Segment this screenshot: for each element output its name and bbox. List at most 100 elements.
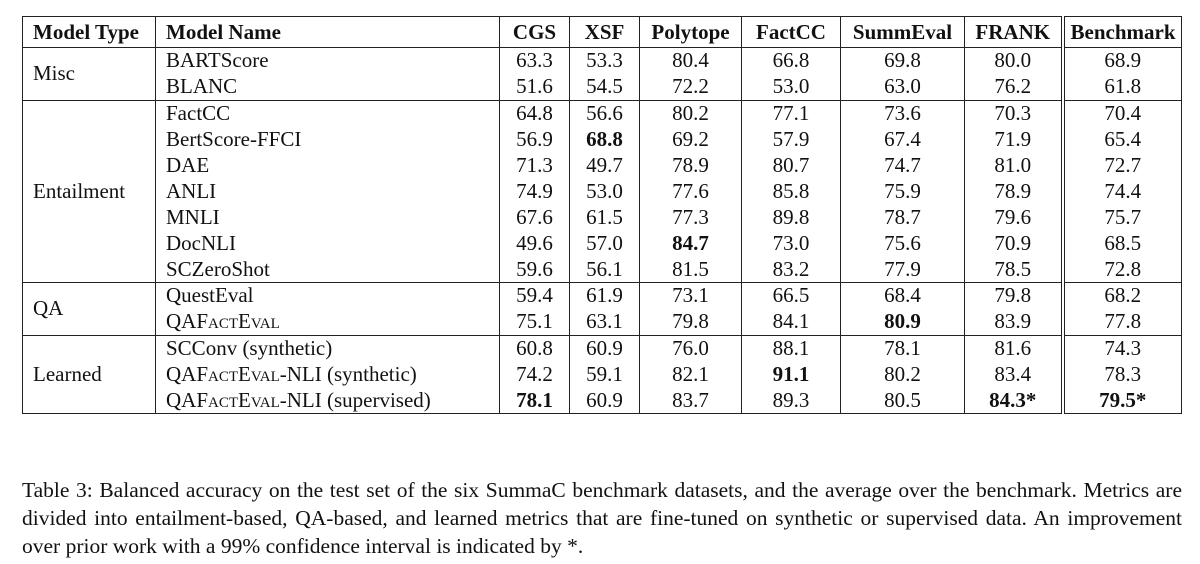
model-name-cell: QAFactEval [155,308,500,336]
header-factcc: FactCC [741,16,841,48]
table-row: Learned SCConv (synthetic) 60.8 60.9 76.0 88.… [22,334,1182,414]
value-cell-frank: 79.6 [964,204,1063,231]
value-cell-xsf: 53.0 [569,178,640,205]
value-cell-factcc: 57.9 [741,126,841,153]
header-model-type: Model Type [22,16,156,48]
value-cell-benchmark: 75.7 [1060,204,1182,231]
value-cell-cgs: 51.6 [499,73,570,101]
model-type-cell: Entailment [22,99,156,283]
table-body: Misc BARTScore 63.3 53.3 80.4 66.8 69.8 80.0 68.… [22,46,1182,414]
results-table: Model Type Model Name CGS XSF Polytope F… [22,16,1182,415]
value-cell-factcc: 89.3 [741,387,841,414]
value-cell-cgs: 74.9 [499,178,570,205]
value-cell-factcc: 84.1 [741,308,841,336]
header-polytope: Polytope [639,16,742,48]
value-cell-benchmark: 72.8 [1060,256,1182,283]
value-cell-summeval: 63.0 [840,73,965,101]
table-row: QAFactEval-NLI (synthetic) 74.2 59.1 82.1 91… [23,361,1182,388]
value-cell-polytope: 73.1 [639,282,742,309]
value-cell-cgs: 59.4 [499,282,570,309]
value-cell-polytope: 83.7 [639,387,742,414]
results-table-container: Model Type Model Name CGS XSF Polytope F… [22,16,1182,415]
value-cell-summeval: 80.5 [840,387,965,414]
table-row: Entailment FactCC 64.8 56.6 80.2 77.1 73.6 70.3… [22,99,1182,283]
value-cell-frank: 79.8 [964,282,1063,309]
value-cell-factcc: 89.8 [741,204,841,231]
value-cell-factcc: 66.8 [741,46,841,74]
value-cell-frank: 81.0 [964,152,1063,179]
value-cell-xsf: 61.5 [569,204,640,231]
value-cell-factcc: 77.1 [741,99,841,127]
value-cell-xsf: 56.6 [569,99,640,127]
value-cell-factcc: 66.5 [741,282,841,309]
value-cell-frank: 84.3* [964,387,1063,414]
table-row: QA QuestEval 59.4 61.9 73.1 66.5 68.4 79.8 68.2 [22,282,1182,336]
value-cell-polytope: 77.6 [639,178,742,205]
value-cell-cgs: 49.6 [499,230,570,257]
value-cell-benchmark: 72.7 [1060,152,1182,179]
table-row: ANLI 74.9 53.0 77.6 85.8 75.9 78.9 74.4 [23,178,1182,205]
value-cell-polytope: 84.7 [639,230,742,257]
model-name-cell: SCZeroShot [155,256,500,283]
value-cell-polytope: 69.2 [639,126,742,153]
table-row: SCZeroShot 59.6 56.1 81.5 83.2 77.9 78.5 72.8 [23,256,1182,283]
value-cell-summeval: 68.4 [840,282,965,309]
value-cell-xsf: 68.8 [569,126,640,153]
value-cell-cgs: 71.3 [499,152,570,179]
value-cell-summeval: 78.1 [840,334,965,362]
model-name-cell: SCConv (synthetic) [155,334,500,362]
value-cell-summeval: 80.2 [840,361,965,388]
value-cell-summeval: 78.7 [840,204,965,231]
value-cell-benchmark: 61.8 [1060,73,1182,101]
value-cell-summeval: 67.4 [840,126,965,153]
value-cell-xsf: 60.9 [569,334,640,362]
value-cell-benchmark: 70.4 [1060,99,1182,127]
value-cell-polytope: 81.5 [639,256,742,283]
value-cell-xsf: 61.9 [569,282,640,309]
model-name-cell: QAFactEval-NLI (synthetic) [155,361,500,388]
value-cell-xsf: 63.1 [569,308,640,336]
header-benchmark: Benchmark [1060,16,1182,48]
value-cell-polytope: 80.2 [639,99,742,127]
header-row: Model Type Model Name CGS XSF Polytope F… [22,16,1182,48]
value-cell-polytope: 72.2 [639,73,742,101]
value-cell-cgs: 60.8 [499,334,570,362]
value-cell-benchmark: 68.9 [1060,46,1182,74]
value-cell-cgs: 56.9 [499,126,570,153]
value-cell-cgs: 63.3 [499,46,570,74]
value-cell-factcc: 91.1 [741,361,841,388]
table-row: BLANC 51.6 54.5 72.2 53.0 63.0 76.2 61.8 [23,73,1182,101]
value-cell-benchmark: 74.4 [1060,178,1182,205]
table-caption: Table 3: Balanced accuracy on the test s… [22,477,1182,558]
table-row: QAFactEval 75.1 63.1 79.8 84.1 80.9 83.9 77.8 [23,308,1182,336]
model-type-cell: QA [22,282,156,336]
value-cell-xsf: 57.0 [569,230,640,257]
table-row: MNLI 67.6 61.5 77.3 89.8 78.7 79.6 75.7 [23,204,1182,231]
header-frank: FRANK [964,16,1063,48]
value-cell-frank: 80.0 [964,46,1063,74]
model-name-cell: QuestEval [155,282,500,309]
value-cell-cgs: 59.6 [499,256,570,283]
value-cell-summeval: 69.8 [840,46,965,74]
value-cell-benchmark: 65.4 [1060,126,1182,153]
model-name-cell: BLANC [155,73,500,101]
table-row: BertScore-FFCI 56.9 68.8 69.2 57.9 67.4 71.9 65… [23,126,1182,153]
value-cell-cgs: 78.1 [499,387,570,414]
model-name-cell: FactCC [155,99,500,127]
value-cell-frank: 70.3 [964,99,1063,127]
value-cell-cgs: 75.1 [499,308,570,336]
value-cell-frank: 83.4 [964,361,1063,388]
value-cell-xsf: 59.1 [569,361,640,388]
value-cell-xsf: 49.7 [569,152,640,179]
value-cell-summeval: 75.6 [840,230,965,257]
value-cell-frank: 81.6 [964,334,1063,362]
value-cell-benchmark: 79.5* [1060,387,1182,414]
model-name-cell: BARTScore [155,46,500,74]
value-cell-xsf: 56.1 [569,256,640,283]
value-cell-frank: 83.9 [964,308,1063,336]
model-type-cell: Learned [22,334,156,414]
value-cell-frank: 71.9 [964,126,1063,153]
value-cell-cgs: 67.6 [499,204,570,231]
model-name-cell: DocNLI [155,230,500,257]
table-row: Misc BARTScore 63.3 53.3 80.4 66.8 69.8 80.0 68.… [22,46,1182,101]
